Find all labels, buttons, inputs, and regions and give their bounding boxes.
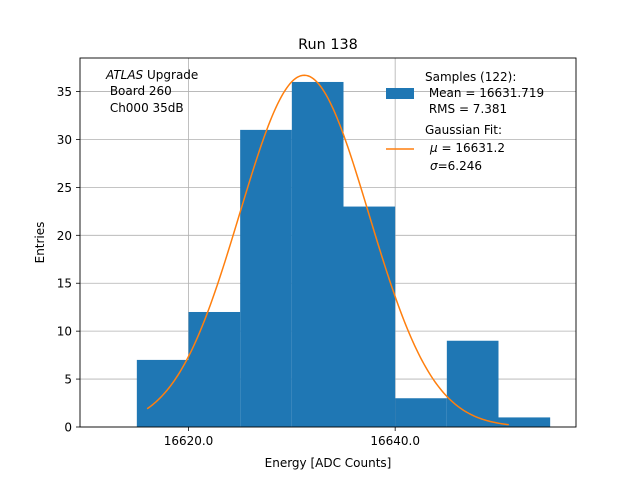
annotation-board: Board 260 xyxy=(106,84,172,98)
y-tick-label-1: 5 xyxy=(64,373,72,387)
legend-fit-sigma: σ=6.246 xyxy=(430,159,482,173)
legend-sigma-value: =6.246 xyxy=(438,159,482,173)
histogram-bar xyxy=(240,129,292,427)
plot-frame xyxy=(79,57,577,428)
y-tick-label-6: 30 xyxy=(57,133,72,147)
legend-fit-mu: μ = 16631.2 xyxy=(429,141,505,155)
y-axis-label: Entries xyxy=(33,222,47,264)
x-tick-label-0: 16620.0 xyxy=(164,434,214,448)
histogram-bar xyxy=(291,81,344,428)
legend-mu-value: = 16631.2 xyxy=(438,141,505,155)
histogram-bar xyxy=(498,417,551,427)
histogram-bar xyxy=(395,398,447,427)
y-axis-ticks: 0 5 10 15 20 25 30 35 xyxy=(57,85,80,435)
annotation-upgrade: Upgrade xyxy=(143,68,198,82)
histogram-bars xyxy=(136,81,551,428)
histogram-bar xyxy=(188,311,241,427)
y-tick-label-2: 10 xyxy=(57,325,72,339)
y-tick-label-7: 35 xyxy=(57,85,72,99)
y-tick-label-3: 15 xyxy=(57,277,72,291)
legend: Samples (122): Mean = 16631.719 RMS = 7.… xyxy=(386,70,544,173)
y-tick-label-4: 20 xyxy=(57,229,72,243)
legend-samples-mean: Mean = 16631.719 xyxy=(425,86,544,100)
annotation-atlas: ATLAS xyxy=(105,68,144,82)
x-tick-label-1: 16640.0 xyxy=(370,434,420,448)
legend-samples-rms: RMS = 7.381 xyxy=(425,102,507,116)
y-tick-label-5: 25 xyxy=(57,181,72,195)
histogram-bar xyxy=(446,340,499,427)
legend-mu-symbol: μ xyxy=(429,141,438,155)
gaussian-fit-curve xyxy=(146,74,509,426)
x-axis-label: Energy [ADC Counts] xyxy=(265,456,392,470)
atlas-annotation: ATLAS Upgrade Board 260 Ch000 35dB xyxy=(105,68,198,115)
legend-samples-patch xyxy=(386,88,414,99)
legend-sigma-symbol: σ xyxy=(430,159,438,173)
annotation-channel: Ch000 35dB xyxy=(106,101,184,115)
annotation-line-1: ATLAS Upgrade xyxy=(105,68,198,82)
legend-samples-title: Samples (122): xyxy=(425,70,516,84)
chart-title: Run 138 xyxy=(298,37,358,53)
histogram-bar xyxy=(343,206,396,427)
legend-fit-title: Gaussian Fit: xyxy=(425,123,502,137)
y-tick-label-0: 0 xyxy=(64,421,72,435)
x-axis-ticks: 16620.0 16640.0 xyxy=(164,427,420,448)
